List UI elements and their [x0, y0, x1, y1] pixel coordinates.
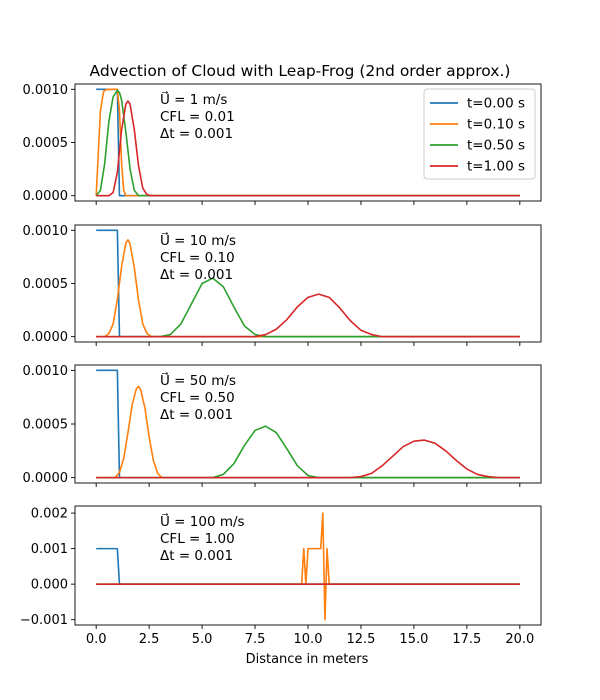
annotation-line-3: Δt = 0.001 — [160, 126, 233, 142]
axes-frame — [74, 505, 542, 626]
y-tick-label: 0.0010 — [23, 364, 69, 379]
series-line-t-1-00-s — [96, 100, 520, 197]
y-tick-label: 0.0000 — [23, 189, 69, 204]
y-tick-label: 0.0000 — [23, 471, 69, 486]
series-line-t-1-00-s — [96, 293, 520, 338]
annotation-line-2: CFL = 0.50 — [160, 390, 235, 406]
axes-frame — [74, 224, 542, 343]
x-tick-label: 7.5 — [245, 632, 266, 647]
y-tick-label: 0.0005 — [23, 136, 69, 151]
legend-label: t=0.00 s — [467, 96, 525, 112]
x-tick-label: 20.0 — [505, 632, 534, 647]
legend-label: t=1.00 s — [467, 159, 525, 175]
y-tick-label: −0.001 — [20, 613, 68, 628]
y-tick-label: 0.000 — [31, 578, 68, 593]
y-tick-label: 0.001 — [31, 542, 68, 557]
y-tick-label: 0.0000 — [23, 330, 69, 345]
y-tick-label: 0.0005 — [23, 418, 69, 433]
x-tick-label: 2.5 — [139, 632, 160, 647]
x-tick-label: 0.0 — [86, 632, 107, 647]
series-line-t-0-50-s — [96, 277, 520, 338]
series-line-t-1-00-s — [96, 439, 520, 479]
series-line-t-0-10-s — [96, 385, 520, 479]
x-tick-label: 12.5 — [346, 632, 375, 647]
x-tick-label: 15.0 — [399, 632, 428, 647]
series-line-t-0-10-s — [95, 88, 520, 197]
y-tick-label: 0.0010 — [23, 224, 69, 239]
series-line-t-0-50-s — [95, 89, 520, 197]
annotation-line-2: CFL = 0.01 — [160, 109, 235, 125]
annotation-line-1: U⃗ = 100 m/s — [160, 513, 245, 530]
subplot-4: −0.001 0.000 0.001 0.002 0.0 2.5 5.0 7.5 10.0 12.… — [20, 505, 542, 647]
annotation-line-2: CFL = 1.00 — [160, 531, 235, 547]
chart-title: Advection of Cloud with Leap-Frog (2nd o… — [90, 62, 511, 80]
annotation-line-3: Δt = 0.001 — [160, 267, 233, 283]
y-tick-label: 0.002 — [31, 507, 68, 522]
series-line-t-0-50-s — [96, 425, 520, 479]
x-axis-label: Distance in meters — [246, 652, 369, 667]
x-tick-label: 10.0 — [294, 632, 323, 647]
legend: t=0.00 s t=0.10 s t=0.50 s t=1.00 s — [423, 88, 536, 180]
annotation-line-3: Δt = 0.001 — [160, 407, 233, 423]
x-tick-label: 5.0 — [192, 632, 213, 647]
y-tick-label: 0.0010 — [23, 83, 69, 98]
annotation-line-3: Δt = 0.001 — [160, 548, 233, 564]
annotation-line-1: U⃗ = 1 m/s — [160, 91, 227, 108]
legend-label: t=0.50 s — [467, 138, 525, 154]
series-line-t-0-10-s — [96, 239, 520, 338]
legend-label: t=0.10 s — [467, 117, 525, 133]
x-tick-label: 17.5 — [452, 632, 481, 647]
y-tick-label: 0.0005 — [23, 277, 69, 292]
annotation-line-1: U⃗ = 50 m/s — [160, 372, 236, 389]
annotation-line-2: CFL = 0.10 — [160, 250, 235, 266]
axes-frame — [74, 364, 542, 484]
legend-box — [423, 88, 536, 180]
annotation-line-1: U⃗ = 10 m/s — [160, 232, 236, 249]
